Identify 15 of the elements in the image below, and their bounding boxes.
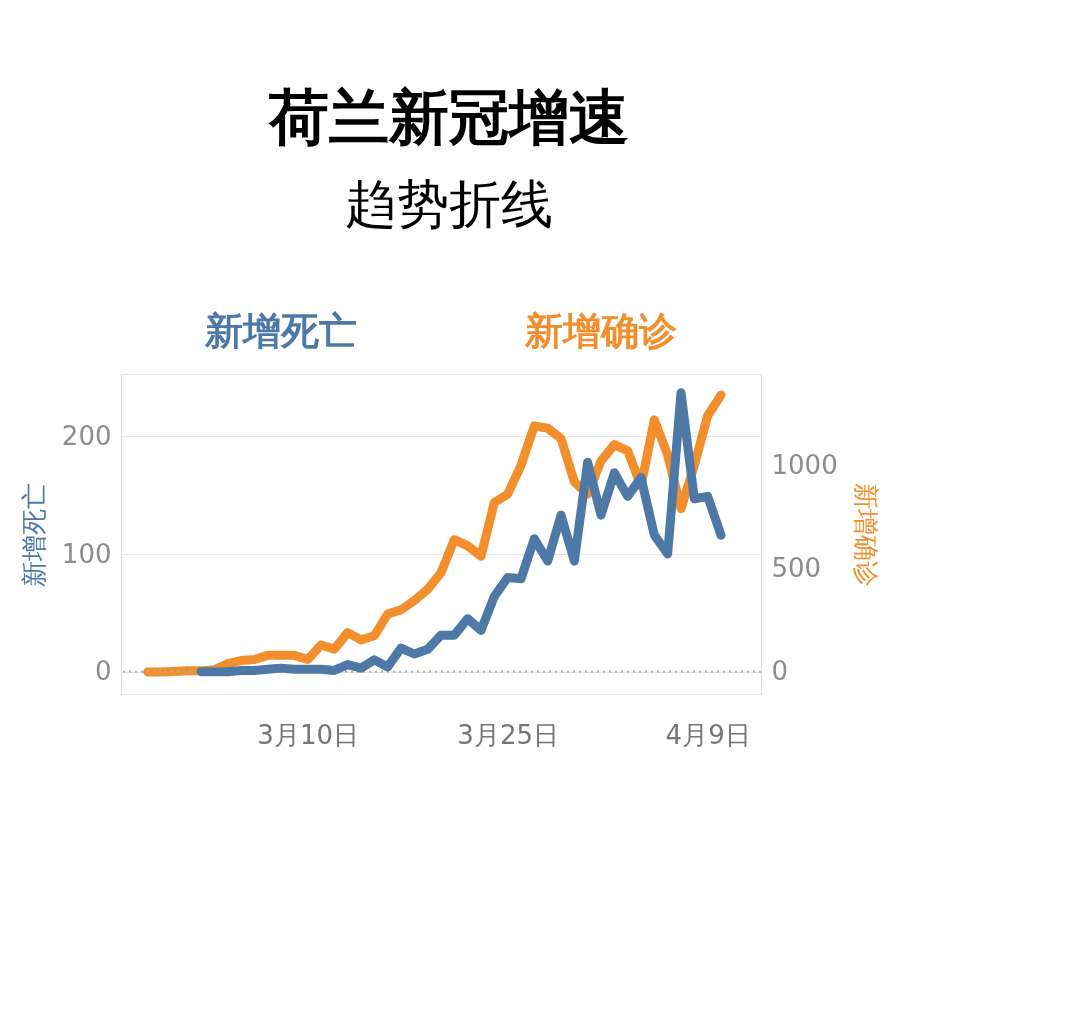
x-tick-label: 4月9日	[665, 719, 751, 750]
y2-tick-label: 500	[771, 553, 822, 584]
y2-tick-label: 0	[771, 656, 789, 687]
y2-tick-label: 1000	[771, 449, 838, 480]
y-axis-title: 新增死亡	[204, 309, 357, 353]
x-tick-label: 3月10日	[257, 719, 359, 750]
text: 新增死亡	[18, 482, 49, 587]
chart-subtitle: 趋势折线	[345, 174, 554, 234]
y-tick-label: 200	[61, 420, 112, 451]
chart-title: 荷兰新冠增速	[268, 82, 630, 152]
y-tick-label: 0	[94, 656, 112, 687]
series-label: 新增确诊	[524, 309, 678, 353]
x-tick-label: 3月25日	[457, 719, 559, 750]
y2-axis-title: 新增确诊	[850, 482, 881, 587]
y-tick-label: 100	[61, 538, 112, 569]
